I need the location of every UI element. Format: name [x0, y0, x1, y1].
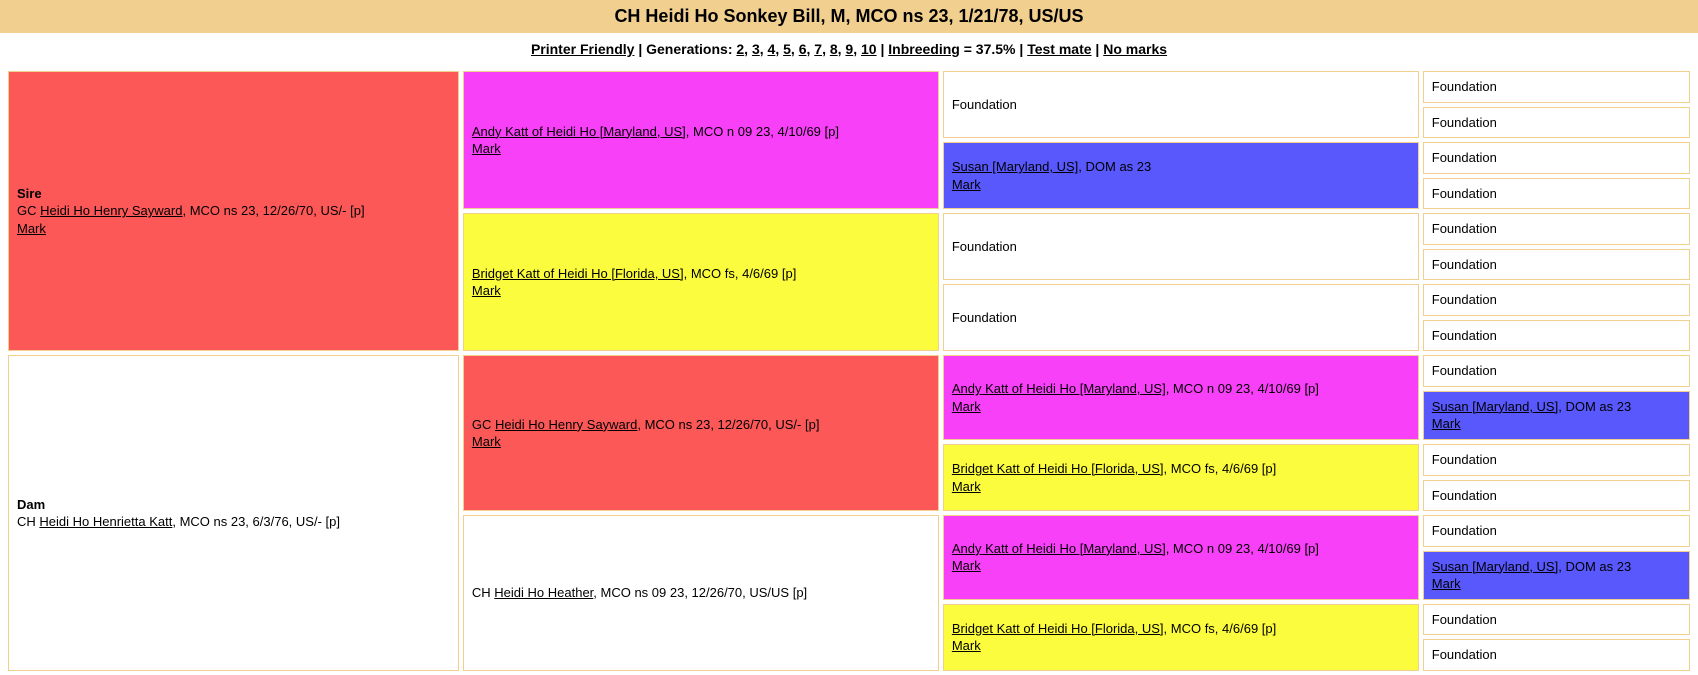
susan-link[interactable]: Susan [Maryland, US]: [952, 159, 1078, 174]
dam-cell: Dam CH Heidi Ho Henrietta Katt, MCO ns 2…: [8, 355, 459, 670]
andy-link[interactable]: Andy Katt of Heidi Ho [Maryland, US]: [952, 541, 1166, 556]
mark-link[interactable]: Mark: [952, 177, 981, 192]
susan-cell-1: Susan [Maryland, US], DOM as 23 Mark: [943, 142, 1419, 209]
andy-link[interactable]: Andy Katt of Heidi Ho [Maryland, US]: [472, 124, 686, 139]
heather-prefix: CH: [472, 585, 494, 600]
sire-label: Sire: [17, 185, 450, 203]
henry2-link[interactable]: Heidi Ho Henry Sayward: [495, 417, 637, 432]
generation-link[interactable]: 8: [830, 41, 838, 57]
foundation-cell: Foundation: [943, 284, 1419, 351]
dam-prefix: CH: [17, 514, 39, 529]
bridget-cell-2: Bridget Katt of Heidi Ho [Florida, US], …: [943, 444, 1419, 511]
bridget-suffix: , MCO fs, 4/6/69 [p]: [684, 266, 797, 281]
pedigree-table: Sire GC Heidi Ho Henry Sayward, MCO ns 2…: [4, 67, 1694, 675]
mark-link[interactable]: Mark: [1432, 416, 1461, 431]
henry-cell-2: GC Heidi Ho Henry Sayward, MCO ns 23, 12…: [463, 355, 939, 511]
foundation-cell: Foundation: [943, 213, 1419, 280]
foundation-cell: Foundation: [1423, 480, 1690, 512]
generation-link[interactable]: 10: [861, 41, 877, 57]
bridget-cell-3: Bridget Katt of Heidi Ho [Florida, US], …: [943, 604, 1419, 671]
printer-friendly-link[interactable]: Printer Friendly: [531, 41, 634, 57]
susan-cell-2: Susan [Maryland, US], DOM as 23 Mark: [1423, 391, 1690, 440]
mark-link[interactable]: Mark: [17, 221, 46, 236]
andy-suffix: , MCO n 09 23, 4/10/69 [p]: [1166, 381, 1319, 396]
susan-suffix: , DOM as 23: [1558, 559, 1631, 574]
foundation-cell: Foundation: [1423, 604, 1690, 636]
foundation-cell: Foundation: [1423, 444, 1690, 476]
generation-link[interactable]: 5: [783, 41, 791, 57]
mark-link[interactable]: Mark: [952, 558, 981, 573]
generation-link[interactable]: 2: [736, 41, 744, 57]
henry2-suffix: , MCO ns 23, 12/26/70, US/- [p]: [637, 417, 819, 432]
dam-label: Dam: [17, 496, 450, 514]
foundation-cell: Foundation: [1423, 639, 1690, 671]
foundation-cell: Foundation: [1423, 142, 1690, 174]
mark-link[interactable]: Mark: [472, 141, 501, 156]
mark-link[interactable]: Mark: [952, 638, 981, 653]
andy-suffix: , MCO n 09 23, 4/10/69 [p]: [1166, 541, 1319, 556]
mark-link[interactable]: Mark: [472, 434, 501, 449]
andy-cell-1: Andy Katt of Heidi Ho [Maryland, US], MC…: [463, 71, 939, 209]
andy-suffix: , MCO n 09 23, 4/10/69 [p]: [686, 124, 839, 139]
test-mate-link[interactable]: Test mate: [1027, 41, 1091, 57]
generations-label: Generations:: [646, 41, 732, 57]
inbreeding-value: = 37.5%: [960, 41, 1016, 57]
no-marks-link[interactable]: No marks: [1103, 41, 1167, 57]
inbreeding-link[interactable]: Inbreeding: [888, 41, 960, 57]
mark-link[interactable]: Mark: [472, 283, 501, 298]
generation-link[interactable]: 7: [814, 41, 822, 57]
andy-cell-2: Andy Katt of Heidi Ho [Maryland, US], MC…: [943, 355, 1419, 440]
sire-link[interactable]: Heidi Ho Henry Sayward: [40, 203, 182, 218]
bridget-suffix: , MCO fs, 4/6/69 [p]: [1164, 621, 1277, 636]
foundation-cell: Foundation: [1423, 178, 1690, 210]
dam-suffix: , MCO ns 23, 6/3/76, US/- [p]: [172, 514, 340, 529]
foundation-cell: Foundation: [1423, 320, 1690, 352]
dam-link[interactable]: Heidi Ho Henrietta Katt: [39, 514, 172, 529]
mark-link[interactable]: Mark: [1432, 576, 1461, 591]
heather-cell: CH Heidi Ho Heather, MCO ns 09 23, 12/26…: [463, 515, 939, 671]
susan-link[interactable]: Susan [Maryland, US]: [1432, 559, 1558, 574]
controls-bar: Printer Friendly | Generations: 2, 3, 4,…: [0, 33, 1698, 67]
page-title: CH Heidi Ho Sonkey Bill, M, MCO ns 23, 1…: [0, 0, 1698, 33]
bridget-link[interactable]: Bridget Katt of Heidi Ho [Florida, US]: [952, 461, 1164, 476]
foundation-cell: Foundation: [1423, 107, 1690, 139]
foundation-cell: Foundation: [1423, 213, 1690, 245]
andy-cell-3: Andy Katt of Heidi Ho [Maryland, US], MC…: [943, 515, 1419, 600]
mark-link[interactable]: Mark: [952, 399, 981, 414]
susan-suffix: , DOM as 23: [1558, 399, 1631, 414]
bridget-link[interactable]: Bridget Katt of Heidi Ho [Florida, US]: [472, 266, 684, 281]
bridget-link[interactable]: Bridget Katt of Heidi Ho [Florida, US]: [952, 621, 1164, 636]
sire-cell: Sire GC Heidi Ho Henry Sayward, MCO ns 2…: [8, 71, 459, 351]
sire-prefix: GC: [17, 203, 40, 218]
susan-link[interactable]: Susan [Maryland, US]: [1432, 399, 1558, 414]
foundation-cell: Foundation: [1423, 71, 1690, 103]
foundation-cell: Foundation: [943, 71, 1419, 138]
bridget-cell-1: Bridget Katt of Heidi Ho [Florida, US], …: [463, 213, 939, 351]
sire-suffix: , MCO ns 23, 12/26/70, US/- [p]: [182, 203, 364, 218]
heather-suffix: , MCO ns 09 23, 12/26/70, US/US [p]: [593, 585, 807, 600]
susan-cell-3: Susan [Maryland, US], DOM as 23 Mark: [1423, 551, 1690, 600]
bridget-suffix: , MCO fs, 4/6/69 [p]: [1164, 461, 1277, 476]
generation-link[interactable]: 3: [752, 41, 760, 57]
generation-link[interactable]: 6: [799, 41, 807, 57]
mark-link[interactable]: Mark: [952, 479, 981, 494]
susan-suffix: , DOM as 23: [1078, 159, 1151, 174]
andy-link[interactable]: Andy Katt of Heidi Ho [Maryland, US]: [952, 381, 1166, 396]
generation-links: 2, 3, 4, 5, 6, 7, 8, 9, 10: [736, 41, 876, 57]
generation-link[interactable]: 4: [768, 41, 776, 57]
henry2-prefix: GC: [472, 417, 495, 432]
heather-link[interactable]: Heidi Ho Heather: [494, 585, 593, 600]
foundation-cell: Foundation: [1423, 284, 1690, 316]
foundation-cell: Foundation: [1423, 355, 1690, 387]
generation-link[interactable]: 9: [845, 41, 853, 57]
foundation-cell: Foundation: [1423, 249, 1690, 281]
foundation-cell: Foundation: [1423, 515, 1690, 547]
sep: |: [638, 41, 646, 57]
